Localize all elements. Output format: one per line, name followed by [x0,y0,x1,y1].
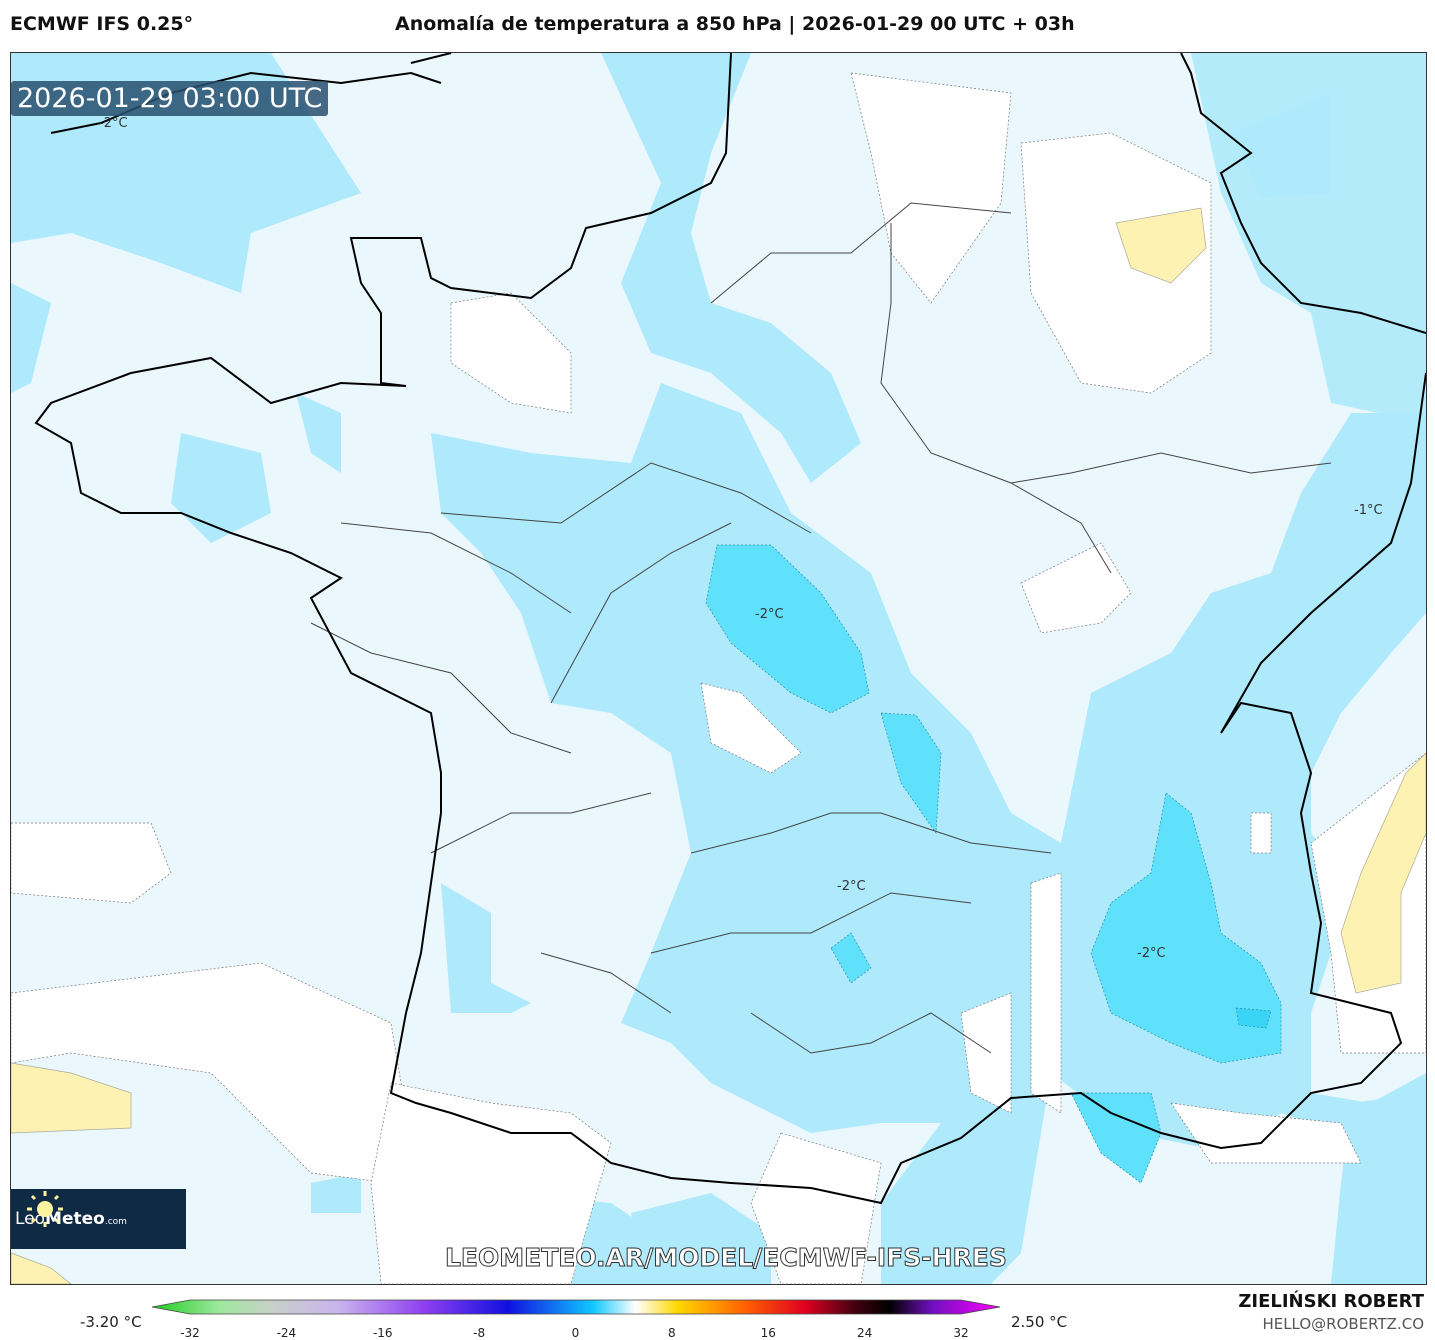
region-borders [310,202,1332,1054]
model-name: ECMWF IFS 0.25° [10,13,194,35]
contour-label: -2°C [837,879,866,894]
colorbar-tick-label: 32 [953,1326,969,1340]
author-name: ZIELIŃSKI ROBERT [1238,1291,1424,1312]
anomaly-map[interactable]: -2°C -2°C -2°C -2°C -1°C 2026-01-29 03:0… [10,52,1427,1285]
colorbar-tick-label: -32 [180,1326,200,1340]
contour-labels: -2°C -2°C -2°C -2°C -1°C [99,116,1383,961]
colorbar-min-label: -3.20 °C [80,1313,142,1331]
anomaly-minus2-regions [705,544,1282,1184]
colorbar-tick-label: 0 [571,1326,580,1340]
colorbar-gradient [151,1299,1001,1315]
valid-time-badge: 2026-01-29 03:00 UTC [11,81,329,116]
near-zero-regions [11,72,1426,1284]
colorbar-tick-label: 16 [760,1326,776,1340]
logo-brand-bold: Meteo [45,1209,105,1229]
author-email[interactable]: HELLO@ROBERTZ.CO [1262,1315,1424,1333]
anomaly-positive-regions [11,207,1426,1284]
watermark-url: LEOMETEO.AR/MODEL/ECMWF-IFS-HRES [445,1243,1008,1273]
logo-brand-light: Leo [15,1209,46,1229]
leometeo-logo[interactable]: LeoMeteo.com [11,1189,186,1249]
colorbar [0,1290,1435,1339]
colorbar-tick-label: -16 [372,1326,393,1340]
logo-suffix: .com [104,1217,127,1227]
contour-label: -2°C [755,607,784,622]
sun-icon [27,1191,63,1227]
contour-label: -2°C [1137,946,1166,961]
logo-text: LeoMeteo.com [15,1209,127,1229]
colorbar-tick-label: -24 [276,1326,297,1340]
chart-title: Anomalía de temperatura a 850 hPa | 2026… [395,13,1075,35]
colorbar-tick-label: 8 [668,1326,676,1340]
colorbar-tick-label: -8 [473,1326,486,1340]
contour-label: -2°C [99,116,128,131]
contour-label: -1°C [1354,503,1383,518]
map-canvas: -2°C -2°C -2°C -2°C -1°C [11,53,1426,1284]
colorbar-tick-label: 24 [856,1326,873,1340]
colorbar-max-label: 2.50 °C [1011,1313,1068,1331]
coastline [34,53,1426,1205]
anomaly-minus1-regions [11,53,1426,1284]
